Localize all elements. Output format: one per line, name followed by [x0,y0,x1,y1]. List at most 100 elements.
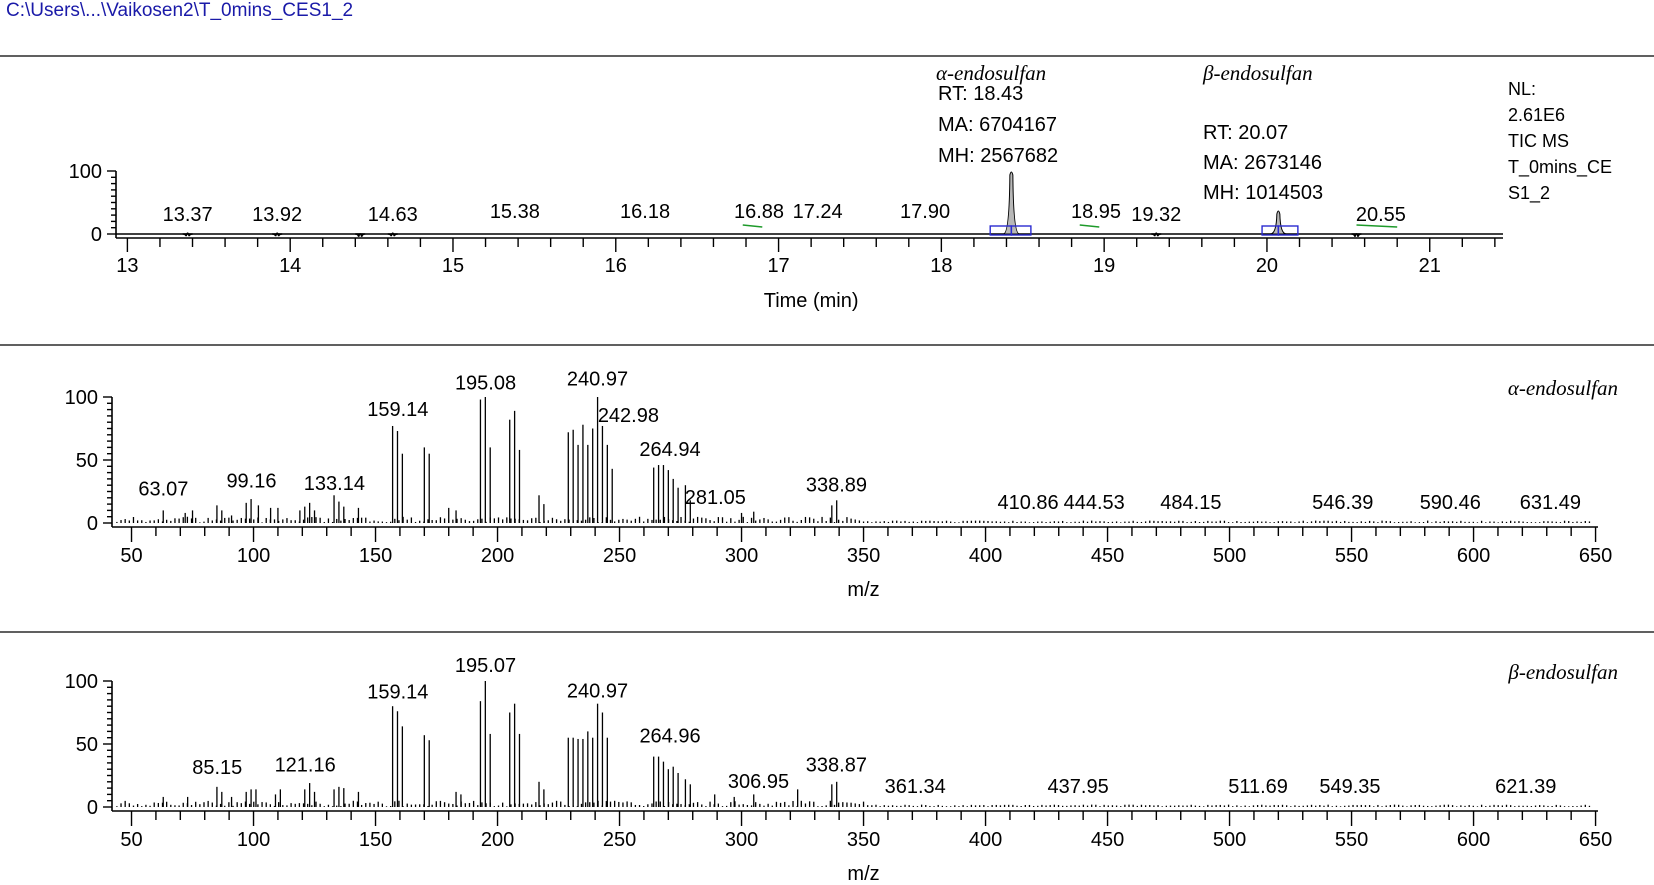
spectrum-beta-peak-label-437-95: 437.95 [1048,776,1109,798]
tic-baseline-mark [742,224,763,228]
spectrum-alpha-peak-label-281-05: 281.05 [685,487,746,509]
tic-peak-13-92 [272,232,283,237]
tic-peak-label-14-63: 14.63 [368,204,418,226]
spectrum-alpha-x-tick-label-100: 100 [237,545,270,567]
spectrum-beta-peak-label-549-35: 549.35 [1319,776,1380,798]
spectrum-alpha-peak-label-546-39: 546.39 [1312,492,1373,514]
spectrum-alpha-x-tick-label-650: 650 [1579,545,1612,567]
tic-x-tick-label-15: 15 [442,255,464,277]
tic-peak-label-17-24: 17.24 [793,201,843,223]
spectrum-beta-y-tick-label-100: 100 [65,671,98,693]
alpha-peak-info-1: MA: 6704167 [938,114,1057,136]
spectrum-alpha-x-tick-label-550: 550 [1335,545,1368,567]
spectrum-beta-peak-label-621-39: 621.39 [1495,776,1556,798]
nl-info-line-4: S1_2 [1508,183,1550,204]
tic-peak-20-55 [1351,232,1362,237]
spectrum-alpha-x-tick-label-500: 500 [1213,545,1246,567]
spectrum-beta-x-tick-label-300: 300 [725,829,758,851]
beta-peak-info-0: RT: 20.07 [1203,122,1288,144]
tic-peak-label-15-38: 15.38 [490,201,540,223]
spectrum-alpha-peak-label-133-14: 133.14 [304,473,365,495]
spectrum-beta-x-tick-label-150: 150 [359,829,392,851]
spectrum-beta-x-tick-label-250: 250 [603,829,636,851]
spectrum-beta-peak-label-195-07: 195.07 [455,655,516,677]
nl-info-line-0: NL: [1508,79,1536,99]
spectrum-alpha-x-tick-label-250: 250 [603,545,636,567]
tic-peak-14-43 [355,232,366,237]
spectrum-beta-x-tick-label-600: 600 [1457,829,1490,851]
alpha-peak-info-2: MH: 2567682 [938,145,1058,167]
tic-x-tick-label-19: 19 [1093,255,1115,277]
nl-info-line-3: T_0mins_CE [1508,157,1612,178]
spectrum-beta-y-tick-label-0: 0 [87,797,98,819]
tic-peak-label-13-37: 13.37 [163,204,213,226]
spectrum-beta-title: β-endosulfan [1507,660,1618,684]
tic-x-tick-label-21: 21 [1419,255,1441,277]
spectrum-beta-x-tick-label-450: 450 [1091,829,1124,851]
tic-integration-box [1277,225,1299,236]
beta-peak-info-1: MA: 2673146 [1203,152,1322,174]
spectrum-alpha-peak-label-264-94: 264.94 [639,439,700,461]
spectrum-beta-x-tick-label-650: 650 [1579,829,1612,851]
alpha-endosulfan-tic-label: α-endosulfan [936,61,1046,85]
spectrum-alpha-peak-label-240-97: 240.97 [567,369,628,391]
beta-peak-info-2: MH: 1014503 [1203,182,1323,204]
spectrum-beta-peak-label-159-14: 159.14 [367,682,428,704]
spectrum-beta-x-tick-label-400: 400 [969,829,1002,851]
beta-endosulfan-tic-label: β-endosulfan [1202,61,1313,85]
spectrum-alpha-peak-label-195-08: 195.08 [455,372,516,394]
spectrum-alpha-peak-label-159-14: 159.14 [367,399,428,421]
spectrum-beta-x-tick-label-500: 500 [1213,829,1246,851]
spectrum-beta-x-tick-label-550: 550 [1335,829,1368,851]
tic-x-tick-label-13: 13 [116,255,138,277]
tic-peak-13-37 [182,232,193,237]
tic-peak-label-13-92: 13.92 [252,204,302,226]
tic-x-tick-label-20: 20 [1256,255,1278,277]
tic-peak-14-63 [387,232,398,237]
tic-peak-label-17-90: 17.90 [900,201,950,223]
tic-baseline-mark [1356,224,1398,228]
spectrum-alpha-y-tick-label-50: 50 [76,450,98,472]
spectrum-beta-peak-label-306-95: 306.95 [728,771,789,793]
spectrum-alpha-x-tick-label-400: 400 [969,545,1002,567]
spectrum-beta-x-axis-label: m/z [847,863,879,885]
spectrum-alpha-peak-label-410-86: 410.86 [997,492,1058,514]
spectrum-alpha-x-tick-label-600: 600 [1457,545,1490,567]
spectrum-alpha-peak-label-631-49: 631.49 [1520,492,1581,514]
tic-x-tick-label-16: 16 [605,255,627,277]
nl-info-line-1: 2.61E6 [1508,105,1565,125]
spectrum-alpha-y-tick-label-0: 0 [87,513,98,535]
tic-y-tick-label-100: 100 [69,161,102,183]
spectrum-beta-peak-label-511-69: 511.69 [1228,776,1288,798]
tic-integration-box [1010,225,1032,236]
spectrum-beta-peak-label-121-16: 121.16 [275,755,336,777]
tic-x-axis-label: Time (min) [764,290,859,312]
spectrum-alpha-peak-label-590-46: 590.46 [1420,492,1481,514]
spectrum-alpha-x-tick-label-450: 450 [1091,545,1124,567]
spectrum-alpha-peak-label-484-15: 484.15 [1160,492,1221,514]
file-path-title: C:\Users\...\Vaikosen2\T_0mins_CES1_2 [6,0,354,21]
tic-x-tick-label-14: 14 [279,255,301,277]
tic-peak-label-16-88: 16.88 [734,201,784,223]
spectrum-beta-x-tick-label-100: 100 [237,829,270,851]
spectrum-beta-x-tick-label-200: 200 [481,829,514,851]
spectrum-alpha-x-tick-label-350: 350 [847,545,880,567]
tic-chromatogram-panel: 0 100 13 14 15 16 17 18 19 20 21 Time (min) 13.37 13.… [69,61,1612,312]
tic-peak-20-07 [1270,210,1287,235]
tic-peak-label-16-18: 16.18 [620,201,670,223]
tic-peak-18-43 [1003,171,1020,235]
spectrum-beta-peak-label-361-34: 361.34 [885,776,946,798]
tic-x-tick-label-17: 17 [767,255,789,277]
spectrum-alpha-peak-label-99-16: 99.16 [226,471,276,493]
alpha-mass-spectrum-panel: 0 50 100 50 100 150 200 250 300 350 400 450 500 550 60… [65,369,1618,601]
spectrum-alpha-title: α-endosulfan [1508,376,1618,400]
spectrum-alpha-x-axis-label: m/z [847,579,879,601]
spectrum-beta-y-tick-label-50: 50 [76,734,98,756]
alpha-peak-info-0: RT: 18.43 [938,83,1023,105]
spectrum-beta-peak-label-85-15: 85.15 [192,757,242,779]
spectrum-alpha-x-tick-label-300: 300 [725,545,758,567]
spectrum-alpha-x-tick-label-50: 50 [120,545,142,567]
spectrum-beta-peak-label-338-87: 338.87 [806,755,867,777]
spectrum-beta-peak-label-240-97: 240.97 [567,680,628,702]
